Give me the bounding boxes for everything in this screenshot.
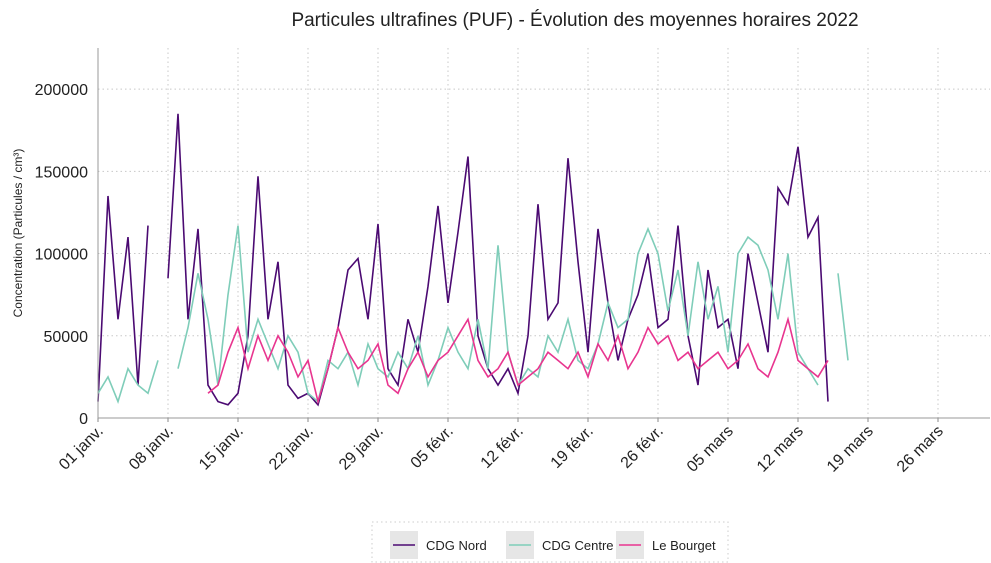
x-tick-label: 12 févr. (478, 423, 527, 472)
y-axis-label: Concentration (Particules / cm³) (11, 149, 25, 318)
x-tick-label: 05 mars (684, 423, 737, 476)
x-tick-label: 15 janv. (196, 423, 247, 474)
x-tick-label: 12 mars (754, 423, 807, 476)
x-tick-label: 26 mars (894, 423, 947, 476)
y-tick-label: 100000 (35, 247, 88, 264)
legend-label: CDG Centre (542, 538, 614, 553)
series-line (207, 316, 829, 405)
y-tick-label: 200000 (35, 82, 88, 99)
y-tick-label: 150000 (35, 164, 88, 181)
x-tick-label: 29 janv. (336, 423, 387, 474)
x-tick-label: 01 janv. (56, 423, 107, 474)
y-tick-label: 50000 (44, 329, 89, 346)
legend-label: Le Bourget (652, 538, 716, 553)
x-tick-label: 19 févr. (548, 423, 597, 472)
x-tick-label: 26 févr. (618, 423, 667, 472)
x-tick-label: 05 févr. (408, 423, 457, 472)
chart-title: Particules ultrafines (PUF) - Évolution … (291, 10, 858, 31)
series-line (97, 113, 829, 407)
x-tick-label: 22 janv. (266, 423, 317, 474)
y-tick-label: 0 (79, 411, 88, 428)
x-tick-label: 08 janv. (126, 423, 177, 474)
legend-label: CDG Nord (426, 538, 487, 553)
x-tick-label: 19 mars (824, 423, 877, 476)
legend: CDG Nord CDG Centre Le Bourget (371, 521, 729, 563)
